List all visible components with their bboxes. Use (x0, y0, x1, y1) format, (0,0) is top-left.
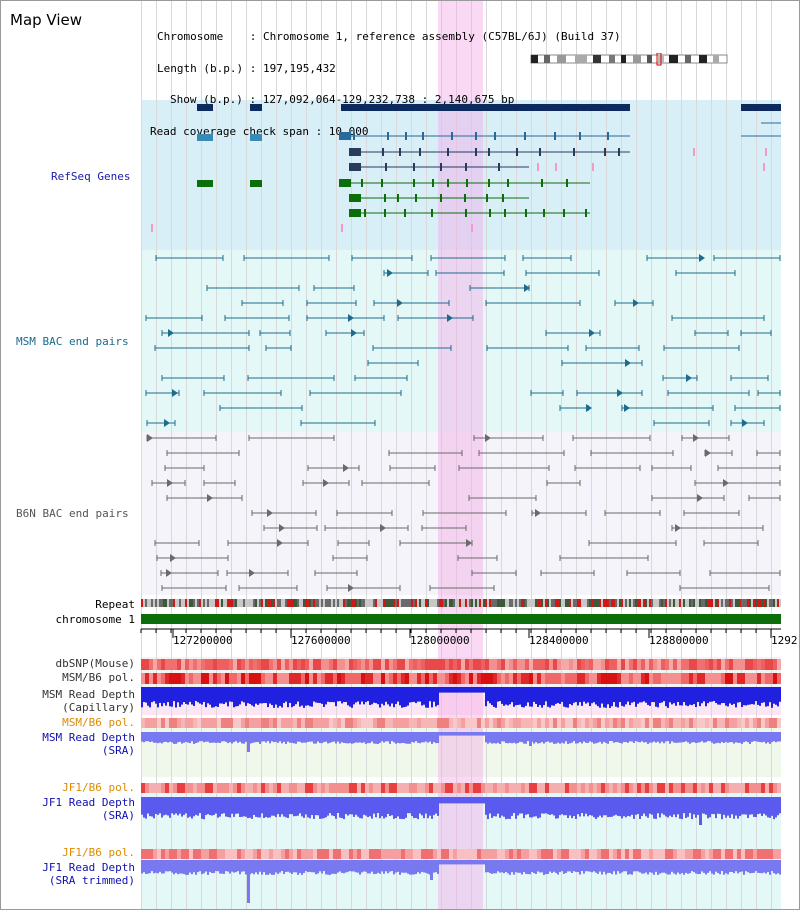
grid-line (726, 1, 727, 909)
grid-line (471, 1, 472, 909)
msm-bac-pairs (145, 254, 781, 427)
repeat-label: Repeat (95, 598, 135, 611)
msm-read-depth-sra-label: MSM Read Depth (42, 731, 135, 744)
grid-line (711, 1, 712, 909)
info-chromosome: Chromosome : Chromosome 1, reference ass… (157, 30, 621, 43)
info-show: Show (b.p.) : 127,092,064-129,232,738 : … (170, 93, 515, 106)
grid-line (426, 1, 427, 909)
jf1-read-depth-trim-sub: (SRA trimmed) (48, 874, 135, 887)
grid-line (456, 1, 457, 909)
jf1-b6-pol-2-label: JF1/B6 pol. (62, 846, 135, 859)
grid-line (516, 1, 517, 909)
repeat-track (141, 599, 781, 607)
chromosome-label: chromosome 1 (55, 613, 135, 626)
axis-tick-label: 127600000 (291, 634, 351, 647)
msm-bac-label[interactable]: MSM BAC end pairs (16, 335, 129, 348)
msm-read-depth-cap-sub: (Capillary) (62, 701, 135, 714)
dbsnp-label: dbSNP(Mouse) (55, 657, 135, 670)
msm-b6-pol-label: MSM/B6 pol. (62, 671, 135, 684)
grid-line (201, 1, 202, 909)
grid-line (531, 1, 532, 909)
jf1-read-depth-sra-sub: (SRA) (101, 809, 135, 822)
grid-line (351, 1, 352, 909)
axis-tick-label: 127200000 (173, 634, 233, 647)
grid-line (261, 1, 262, 909)
msm-read-depth-cap-label: MSM Read Depth (42, 688, 135, 701)
refseq-band (141, 100, 781, 250)
grid-line (696, 1, 697, 909)
grid-line (636, 1, 637, 909)
grid-line (771, 1, 772, 909)
jf1-b6-pol-strip (141, 783, 781, 793)
grid-line (231, 1, 232, 909)
info-length: Length (b.p.) : 197,195,432 (157, 61, 336, 75)
grid-line (486, 1, 487, 909)
grid-line (276, 1, 277, 909)
axis-tick-label: 128800000 (649, 634, 709, 647)
jf1-read-depth-trim-label: JF1 Read Depth (42, 861, 135, 874)
jf1-b6-pol-label: JF1/B6 pol. (62, 781, 135, 794)
axis-tick-label: 128000000 (410, 634, 470, 647)
grid-line (441, 1, 442, 909)
msm-b6-pol-strip (141, 673, 781, 684)
msm-read-depth-sra (141, 732, 781, 752)
grid-line (216, 1, 217, 909)
chromosome-ideogram[interactable] (529, 53, 731, 67)
b6n-bac-label[interactable]: B6N BAC end pairs (16, 507, 129, 520)
msm-b6-pol-2-label: MSM/B6 pol. (62, 716, 135, 729)
msm-bac-band (141, 250, 781, 432)
axis-ticks (140, 628, 781, 638)
grid-line (411, 1, 412, 909)
grid-line (561, 1, 562, 909)
jf1-read-depth-sra (141, 797, 781, 825)
chromosome-bar[interactable] (141, 614, 781, 624)
grid-line (501, 1, 502, 909)
jf1-read-depth-trim (141, 860, 781, 903)
grid-line (336, 1, 337, 909)
grid-line (141, 1, 142, 909)
grid-line (576, 1, 577, 909)
grid-line (186, 1, 187, 909)
msm-read-depth-sra-sub: (SRA) (101, 744, 135, 757)
grid-line (381, 1, 382, 909)
grid-line (321, 1, 322, 909)
grid-line (396, 1, 397, 909)
grid-line (651, 1, 652, 909)
grid-line (306, 1, 307, 909)
grid-line (156, 1, 157, 909)
dbsnp-strip (141, 659, 781, 670)
grid-line (246, 1, 247, 909)
grid-line (666, 1, 667, 909)
msm-b6-pol-2-strip (141, 718, 781, 728)
msm-read-depth-capillary (141, 687, 781, 708)
axis-tick-label: 1292 (771, 634, 798, 647)
grid-line (546, 1, 547, 909)
jf1-b6-pol-2-strip (141, 849, 781, 859)
refseq-gene-models (151, 104, 781, 232)
b6n-bac-pairs (146, 434, 781, 592)
grid-line (366, 1, 367, 909)
jf1-read-depth-sra-label: JF1 Read Depth (42, 796, 135, 809)
grid-line (621, 1, 622, 909)
grid-line (171, 1, 172, 909)
refseq-genes-label[interactable]: RefSeq Genes (51, 170, 131, 183)
page-title: Map View (10, 11, 83, 29)
info-span: Read coverage check span : 10,000 (150, 124, 369, 138)
grid-line (741, 1, 742, 909)
grid-line (291, 1, 292, 909)
chromosome-info: Chromosome : Chromosome 1, reference ass… (150, 11, 621, 158)
grid-line (606, 1, 607, 909)
grid-line (681, 1, 682, 909)
axis-tick-label: 128400000 (529, 634, 589, 647)
